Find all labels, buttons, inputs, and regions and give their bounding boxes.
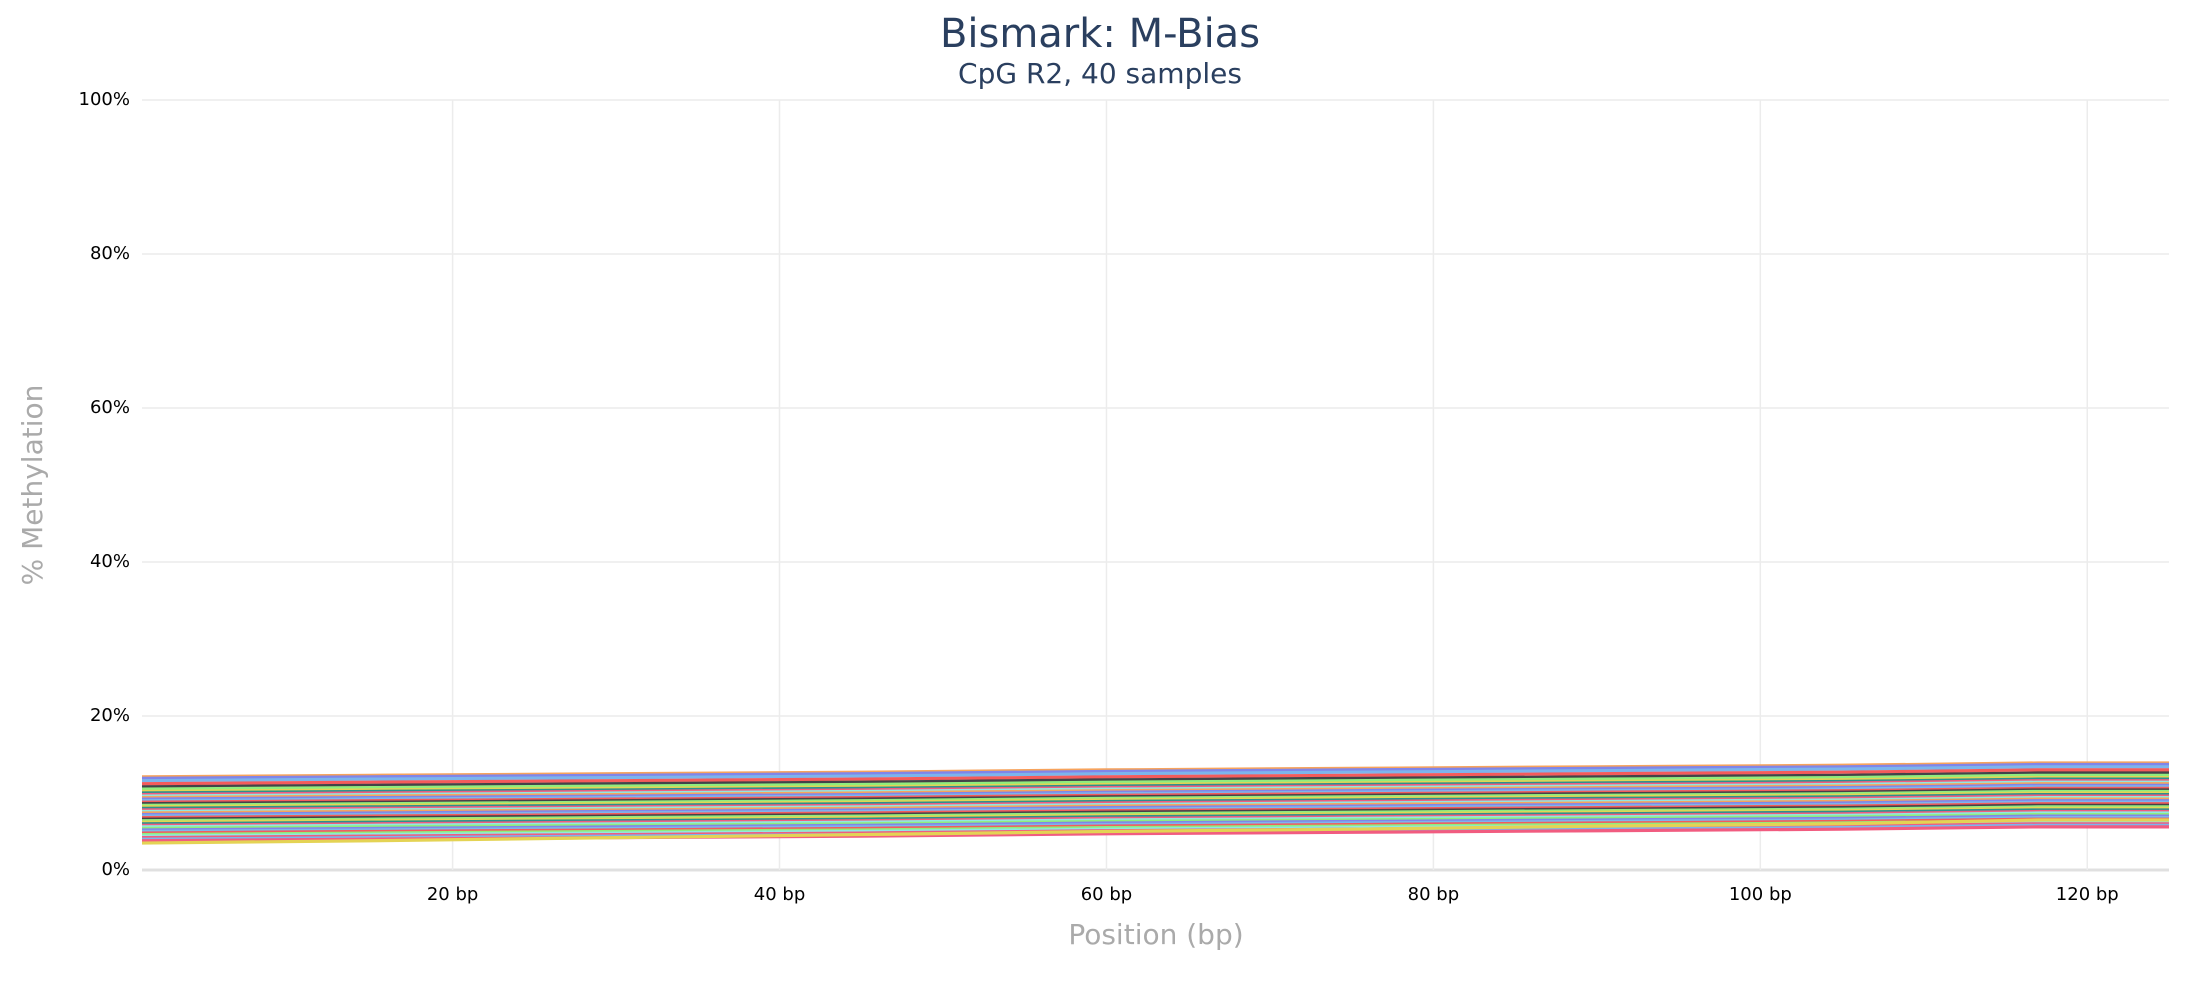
x-tick-label: 100 bp xyxy=(1729,884,1792,905)
y-tick-label: 80% xyxy=(90,243,130,264)
chart-subtitle: CpG R2, 40 samples xyxy=(958,57,1242,90)
y-tick-label: 60% xyxy=(90,397,130,418)
x-tick-label: 40 bp xyxy=(754,884,805,905)
y-tick-label: 0% xyxy=(101,859,130,880)
series-line xyxy=(141,773,2169,791)
y-axis-title: % Methylation xyxy=(16,385,49,586)
series-line xyxy=(141,771,2169,789)
y-tick-label: 20% xyxy=(90,705,130,726)
x-tick-label: 60 bp xyxy=(1081,884,1132,905)
x-tick-label: 120 bp xyxy=(2056,884,2119,905)
series-line xyxy=(141,765,2169,783)
chart-title: Bismark: M-Bias xyxy=(940,11,1260,57)
x-tick-label: 20 bp xyxy=(427,884,478,905)
series-line xyxy=(141,768,2169,786)
y-tick-label: 40% xyxy=(90,551,130,572)
y-tick-label: 100% xyxy=(79,89,130,110)
x-axis-title: Position (bp) xyxy=(1068,918,1243,951)
series-line xyxy=(141,762,2169,780)
x-tick-label: 80 bp xyxy=(1408,884,1459,905)
series-line xyxy=(141,818,2169,845)
